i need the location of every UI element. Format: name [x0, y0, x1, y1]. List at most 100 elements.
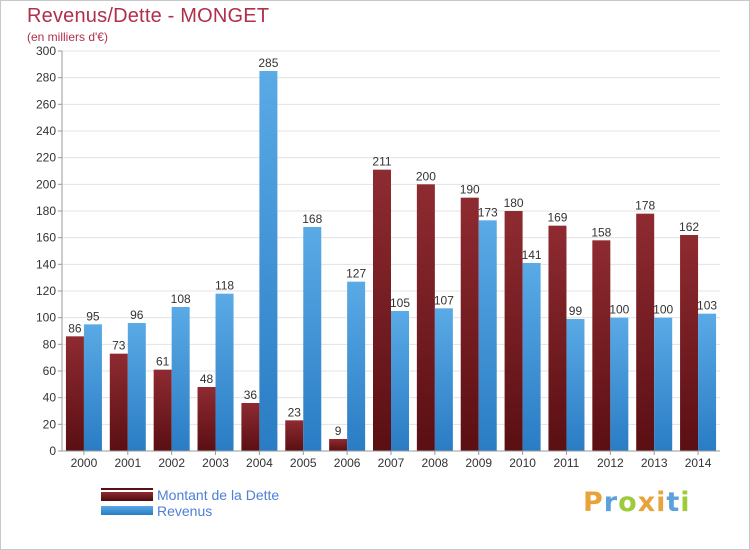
bar-revenus-2008	[434, 308, 453, 451]
data-label-revenus-2007: 105	[390, 296, 410, 310]
bar-revenus-2006	[347, 281, 366, 451]
y-tick-label: 80	[43, 337, 57, 351]
data-label-dette-2000: 86	[68, 321, 82, 335]
logo-letter: r	[603, 487, 619, 518]
x-tick-label-2000: 2000	[71, 456, 98, 470]
legend-label-dette: Montant de la Dette	[157, 487, 280, 503]
y-tick-label: 140	[36, 257, 56, 271]
bar-dette-2001	[109, 353, 128, 451]
data-label-dette-2007: 211	[372, 155, 391, 169]
data-label-revenus-2009: 173	[478, 205, 498, 219]
x-tick-label-2006: 2006	[334, 456, 361, 470]
x-tick-label-2005: 2005	[290, 456, 317, 470]
x-tick-label-2012: 2012	[597, 456, 624, 470]
bar-dette-2005	[285, 420, 304, 451]
bar-revenus-2013	[654, 317, 673, 451]
y-tick-label: 180	[36, 204, 56, 218]
chart-subtitle: (en milliers d'€)	[27, 30, 108, 44]
y-tick-label: 280	[36, 71, 56, 85]
data-label-revenus-2004: 285	[258, 56, 278, 70]
bar-revenus-2012	[610, 317, 629, 451]
data-label-dette-2005: 23	[288, 405, 302, 419]
y-tick-label: 260	[36, 97, 56, 111]
bar-dette-2000	[65, 336, 84, 451]
y-tick-label: 0	[49, 444, 56, 458]
bar-dette-2012	[592, 240, 611, 451]
bar-revenus-2000	[83, 324, 102, 451]
x-tick-label-2003: 2003	[202, 456, 229, 470]
data-label-revenus-2011: 99	[569, 304, 583, 318]
data-label-dette-2011: 169	[547, 211, 567, 225]
data-label-revenus-2012: 100	[609, 303, 629, 317]
x-tick-label-2001: 2001	[114, 456, 141, 470]
data-label-revenus-2003: 118	[215, 279, 234, 293]
bar-revenus-2002	[171, 307, 190, 451]
data-label-dette-2002: 61	[156, 355, 170, 369]
bar-dette-2010	[504, 211, 523, 451]
x-tick-label-2011: 2011	[554, 456, 580, 470]
axes: 0 20 40 60 80 100 120 140 160 180 200 220 240 260 280 3…	[36, 44, 720, 470]
data-label-revenus-2008: 107	[434, 293, 454, 307]
data-label-revenus-2001: 96	[130, 308, 144, 322]
y-tick-label: 120	[36, 284, 56, 298]
data-labels: 86 95 73 96 61 108 48 118 36 285 23 168 9 127 211 105 20…	[68, 56, 717, 438]
bar-dette-2013	[636, 213, 655, 451]
data-label-dette-2001: 73	[112, 339, 126, 353]
bar-dette-2014	[680, 235, 699, 451]
data-label-dette-2003: 48	[200, 372, 214, 386]
x-tick-label-2013: 2013	[641, 456, 668, 470]
bar-revenus-2014	[698, 313, 717, 451]
data-label-dette-2006: 9	[335, 424, 342, 438]
logo-letter: o	[618, 487, 638, 518]
bar-revenus-2004	[259, 71, 278, 451]
bars	[65, 71, 717, 452]
data-label-dette-2012: 158	[591, 225, 611, 239]
y-tick-label: 20	[43, 417, 57, 431]
data-label-dette-2008: 200	[416, 169, 436, 183]
y-tick-label: 200	[36, 177, 56, 191]
data-label-revenus-2005: 168	[302, 212, 322, 226]
x-tick-label-2004: 2004	[246, 456, 273, 470]
bar-revenus-2005	[303, 227, 322, 451]
data-label-revenus-2002: 108	[171, 292, 191, 306]
bar-dette-2009	[460, 197, 479, 451]
chart-title: Revenus/Dette - MONGET	[27, 5, 270, 27]
legend-swatch-revenus	[101, 506, 153, 515]
data-label-revenus-2010: 141	[522, 248, 542, 262]
y-tick-label: 100	[36, 311, 56, 325]
legend-swatch-dette	[101, 490, 153, 501]
data-label-revenus-2000: 95	[86, 309, 100, 323]
y-tick-label: 240	[36, 124, 56, 138]
bar-dette-2004	[241, 403, 260, 451]
y-tick-label: 160	[36, 231, 56, 245]
y-tick-label: 300	[36, 44, 56, 58]
logo-letter: t	[666, 487, 681, 518]
x-tick-label-2002: 2002	[158, 456, 185, 470]
logo-letter: i	[656, 487, 667, 518]
x-tick-label-2010: 2010	[509, 456, 536, 470]
y-tick-label: 40	[43, 391, 57, 405]
x-tick-label-2014: 2014	[685, 456, 712, 470]
bar-dette-2003	[197, 387, 216, 451]
bar-revenus-2007	[391, 311, 409, 451]
data-label-dette-2004: 36	[244, 388, 258, 402]
x-tick-label-2007: 2007	[378, 456, 405, 470]
bar-revenus-2009	[478, 220, 497, 451]
bar-dette-2007	[373, 169, 391, 451]
x-tick-label-2008: 2008	[422, 456, 449, 470]
bar-dette-2011	[548, 225, 567, 451]
logo-letter: P	[583, 487, 604, 518]
y-tick-label: 220	[36, 151, 56, 165]
data-label-revenus-2014: 103	[697, 299, 717, 313]
logo-letter: x	[637, 487, 657, 518]
data-label-dette-2014: 162	[679, 220, 699, 234]
logo-letter: i	[680, 487, 691, 518]
bar-revenus-2001	[127, 323, 146, 451]
x-tick-label-2009: 2009	[465, 456, 492, 470]
legend-label-revenus: Revenus	[157, 503, 213, 519]
bar-dette-2008	[416, 184, 435, 452]
bar-revenus-2003	[215, 293, 234, 451]
proxiti-logo: Proxiti	[583, 487, 691, 518]
bar-revenus-2011	[566, 319, 585, 451]
bar-dette-2006	[329, 439, 348, 451]
